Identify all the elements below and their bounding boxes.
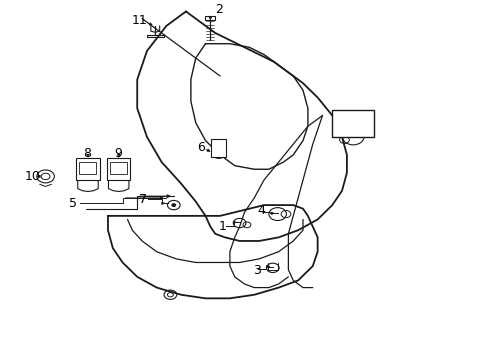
Text: 7: 7 <box>139 193 147 206</box>
Bar <box>79 162 96 174</box>
Text: 5: 5 <box>69 197 77 210</box>
Text: 4: 4 <box>257 204 265 217</box>
Bar <box>205 16 215 20</box>
Text: 10: 10 <box>24 170 40 183</box>
Bar <box>107 158 130 180</box>
Bar <box>211 139 225 157</box>
Text: 2: 2 <box>214 3 222 16</box>
Bar <box>331 110 373 137</box>
Text: 11: 11 <box>132 14 147 27</box>
Text: 3: 3 <box>252 264 260 277</box>
Text: 6: 6 <box>196 141 204 154</box>
Text: 1: 1 <box>218 220 226 233</box>
Bar <box>110 162 127 174</box>
Text: 9: 9 <box>114 147 122 159</box>
Circle shape <box>171 204 175 207</box>
Text: 8: 8 <box>83 147 91 159</box>
Bar <box>76 158 100 180</box>
